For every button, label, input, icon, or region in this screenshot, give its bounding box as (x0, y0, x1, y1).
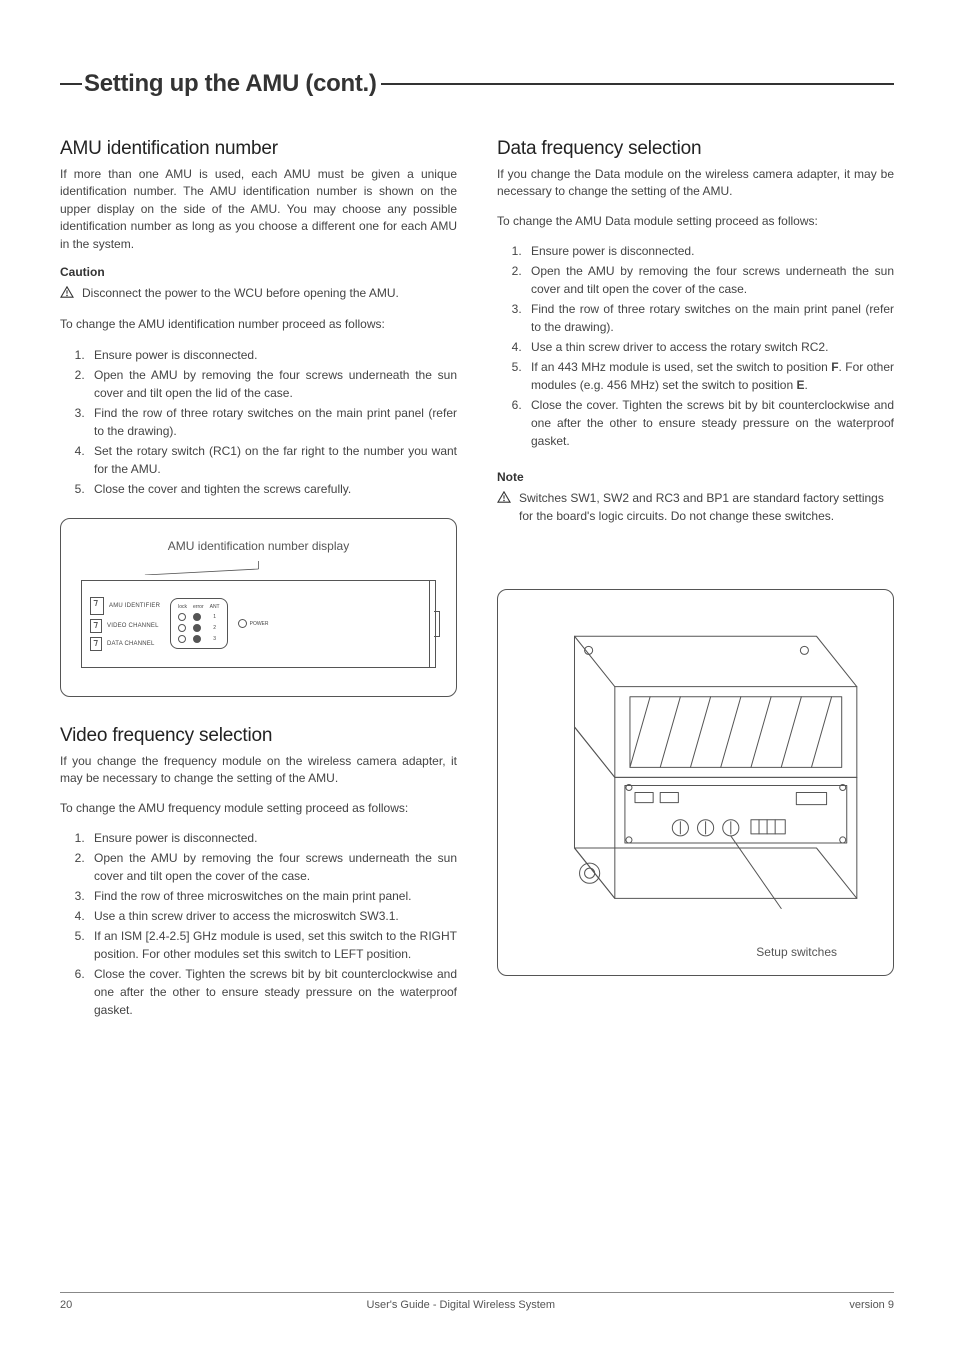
lcd-group: AMU IDENTIFIER VIDEO CHANNEL DATA CHANNE… (90, 597, 160, 651)
figure-setup-switches: Setup switches (497, 589, 894, 976)
steps-data-freq: Ensure power is disconnected. Open the A… (497, 242, 894, 450)
footer-version: version 9 (849, 1299, 894, 1311)
ant-number: 1 (210, 614, 220, 620)
heading-data-freq: Data frequency selection (497, 138, 894, 160)
intro-video-freq: If you change the frequency module on th… (60, 753, 457, 788)
caution-text: Disconnect the power to the WCU before o… (82, 285, 399, 302)
procedure-lead-video-freq: To change the AMU frequency module setti… (60, 800, 457, 817)
figure-caption: AMU identification number display (81, 539, 436, 553)
heading-amu-id: AMU identification number (60, 138, 457, 160)
ant-number: 2 (210, 625, 220, 631)
caution-label: Caution (60, 265, 457, 279)
led-icon (193, 635, 201, 643)
list-item: Open the AMU by removing the four screws… (88, 366, 457, 402)
list-item: Ensure power is disconnected. (88, 829, 457, 847)
list-item: Open the AMU by removing the four screws… (525, 262, 894, 298)
lcd-segment-icon (90, 597, 104, 615)
list-item: Close the cover. Tighten the screws bit … (88, 965, 457, 1019)
lcd-label: VIDEO CHANNEL (107, 623, 159, 629)
footer-center: User's Guide - Digital Wireless System (367, 1299, 556, 1311)
procedure-lead-amu-id: To change the AMU identification number … (60, 316, 457, 333)
led-icon (178, 613, 186, 621)
power-label: POWER (250, 621, 269, 627)
spacer (497, 452, 894, 470)
intro-amu-id: If more than one AMU is used, each AMU m… (60, 166, 457, 253)
procedure-lead-data-freq: To change the AMU Data module setting pr… (497, 213, 894, 230)
figure-caption: Setup switches (514, 945, 877, 959)
lcd-label: DATA CHANNEL (107, 641, 155, 647)
amu-isometric-diagram (514, 606, 877, 939)
intro-data-freq: If you change the Data module on the wir… (497, 166, 894, 201)
lcd-label: AMU IDENTIFIER (109, 603, 160, 609)
amu-panel-mid: AMU IDENTIFIER VIDEO CHANNEL DATA CHANNE… (82, 581, 429, 667)
note-label: Note (497, 470, 894, 484)
led-header: error (193, 604, 204, 610)
lcd-row: VIDEO CHANNEL (90, 619, 160, 633)
list-item: Use a thin screw driver to access the ro… (525, 338, 894, 356)
led-box: lock error ANT 1 2 3 (170, 598, 227, 649)
list-item: Close the cover. Tighten the screws bit … (525, 396, 894, 450)
lcd-segment-icon (90, 637, 102, 651)
note-text: Switches SW1, SW2 and RC3 and BP1 are st… (519, 490, 894, 525)
list-item: Find the row of three rotary switches on… (525, 300, 894, 336)
right-column: Data frequency selection If you change t… (497, 138, 894, 1021)
page-footer: 20 User's Guide - Digital Wireless Syste… (60, 1292, 894, 1311)
led-icon (178, 624, 186, 632)
figure-amu-display: AMU identification number display AMU ID… (60, 518, 457, 697)
warning-icon (60, 286, 74, 298)
ant-number: 3 (210, 636, 220, 642)
amu-panel-diagram: AMU IDENTIFIER VIDEO CHANNEL DATA CHANNE… (81, 580, 436, 668)
warning-icon (497, 491, 511, 503)
steps-video-freq: Ensure power is disconnected. Open the A… (60, 829, 457, 1019)
figure-leader-line (81, 561, 436, 575)
lcd-row: DATA CHANNEL (90, 637, 160, 651)
list-item: Set the rotary switch (RC1) on the far r… (88, 442, 457, 478)
page-title: Setting up the AMU (cont.) (84, 70, 377, 98)
footer-page-number: 20 (60, 1299, 72, 1311)
led-header: lock (178, 604, 187, 610)
columns: AMU identification number If more than o… (60, 138, 894, 1021)
led-icon (238, 619, 247, 628)
list-item: If an ISM [2.4-2.5] GHz module is used, … (88, 927, 457, 963)
led-icon (178, 635, 186, 643)
page: Setting up the AMU (cont.) AMU identific… (0, 0, 954, 1351)
power-indicator: POWER (238, 619, 269, 628)
heading-video-freq: Video frequency selection (60, 725, 457, 747)
list-item: Ensure power is disconnected. (525, 242, 894, 260)
note-row: Switches SW1, SW2 and RC3 and BP1 are st… (497, 490, 894, 525)
list-item: Close the cover and tighten the screws c… (88, 480, 457, 498)
list-item: Ensure power is disconnected. (88, 346, 457, 364)
list-item: Find the row of three rotary switches on… (88, 404, 457, 440)
caution-row: Disconnect the power to the WCU before o… (60, 285, 457, 302)
list-item: Use a thin screw driver to access the mi… (88, 907, 457, 925)
lcd-segment-icon (90, 619, 102, 633)
list-item: Open the AMU by removing the four screws… (88, 849, 457, 885)
lcd-row: AMU IDENTIFIER (90, 597, 160, 615)
led-icon (193, 624, 201, 632)
list-item: Find the row of three microswitches on t… (88, 887, 457, 905)
led-icon (193, 613, 201, 621)
title-rule-trail (381, 83, 894, 85)
list-item: If an 443 MHz module is used, set the sw… (525, 358, 894, 394)
spacer (497, 539, 894, 569)
steps-amu-id: Ensure power is disconnected. Open the A… (60, 346, 457, 498)
led-header: ANT (210, 604, 220, 610)
title-rule-lead (60, 83, 82, 85)
left-column: AMU identification number If more than o… (60, 138, 457, 1021)
amu-panel-right-cap (429, 581, 435, 667)
page-title-row: Setting up the AMU (cont.) (60, 70, 894, 98)
